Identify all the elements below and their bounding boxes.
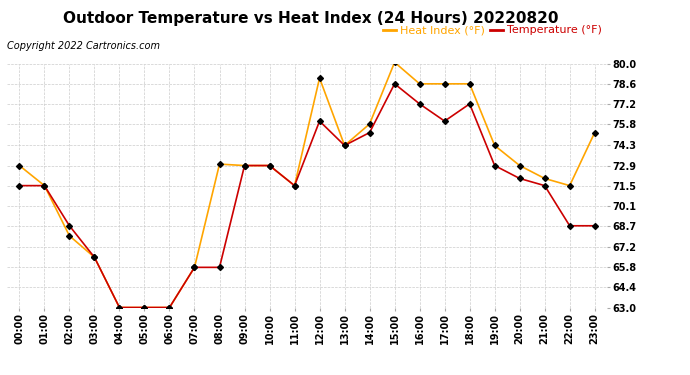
Legend: Heat Index (°F), Temperature (°F): Heat Index (°F), Temperature (°F)	[383, 26, 602, 35]
Text: Outdoor Temperature vs Heat Index (24 Hours) 20220820: Outdoor Temperature vs Heat Index (24 Ho…	[63, 11, 558, 26]
Text: Copyright 2022 Cartronics.com: Copyright 2022 Cartronics.com	[7, 41, 160, 51]
